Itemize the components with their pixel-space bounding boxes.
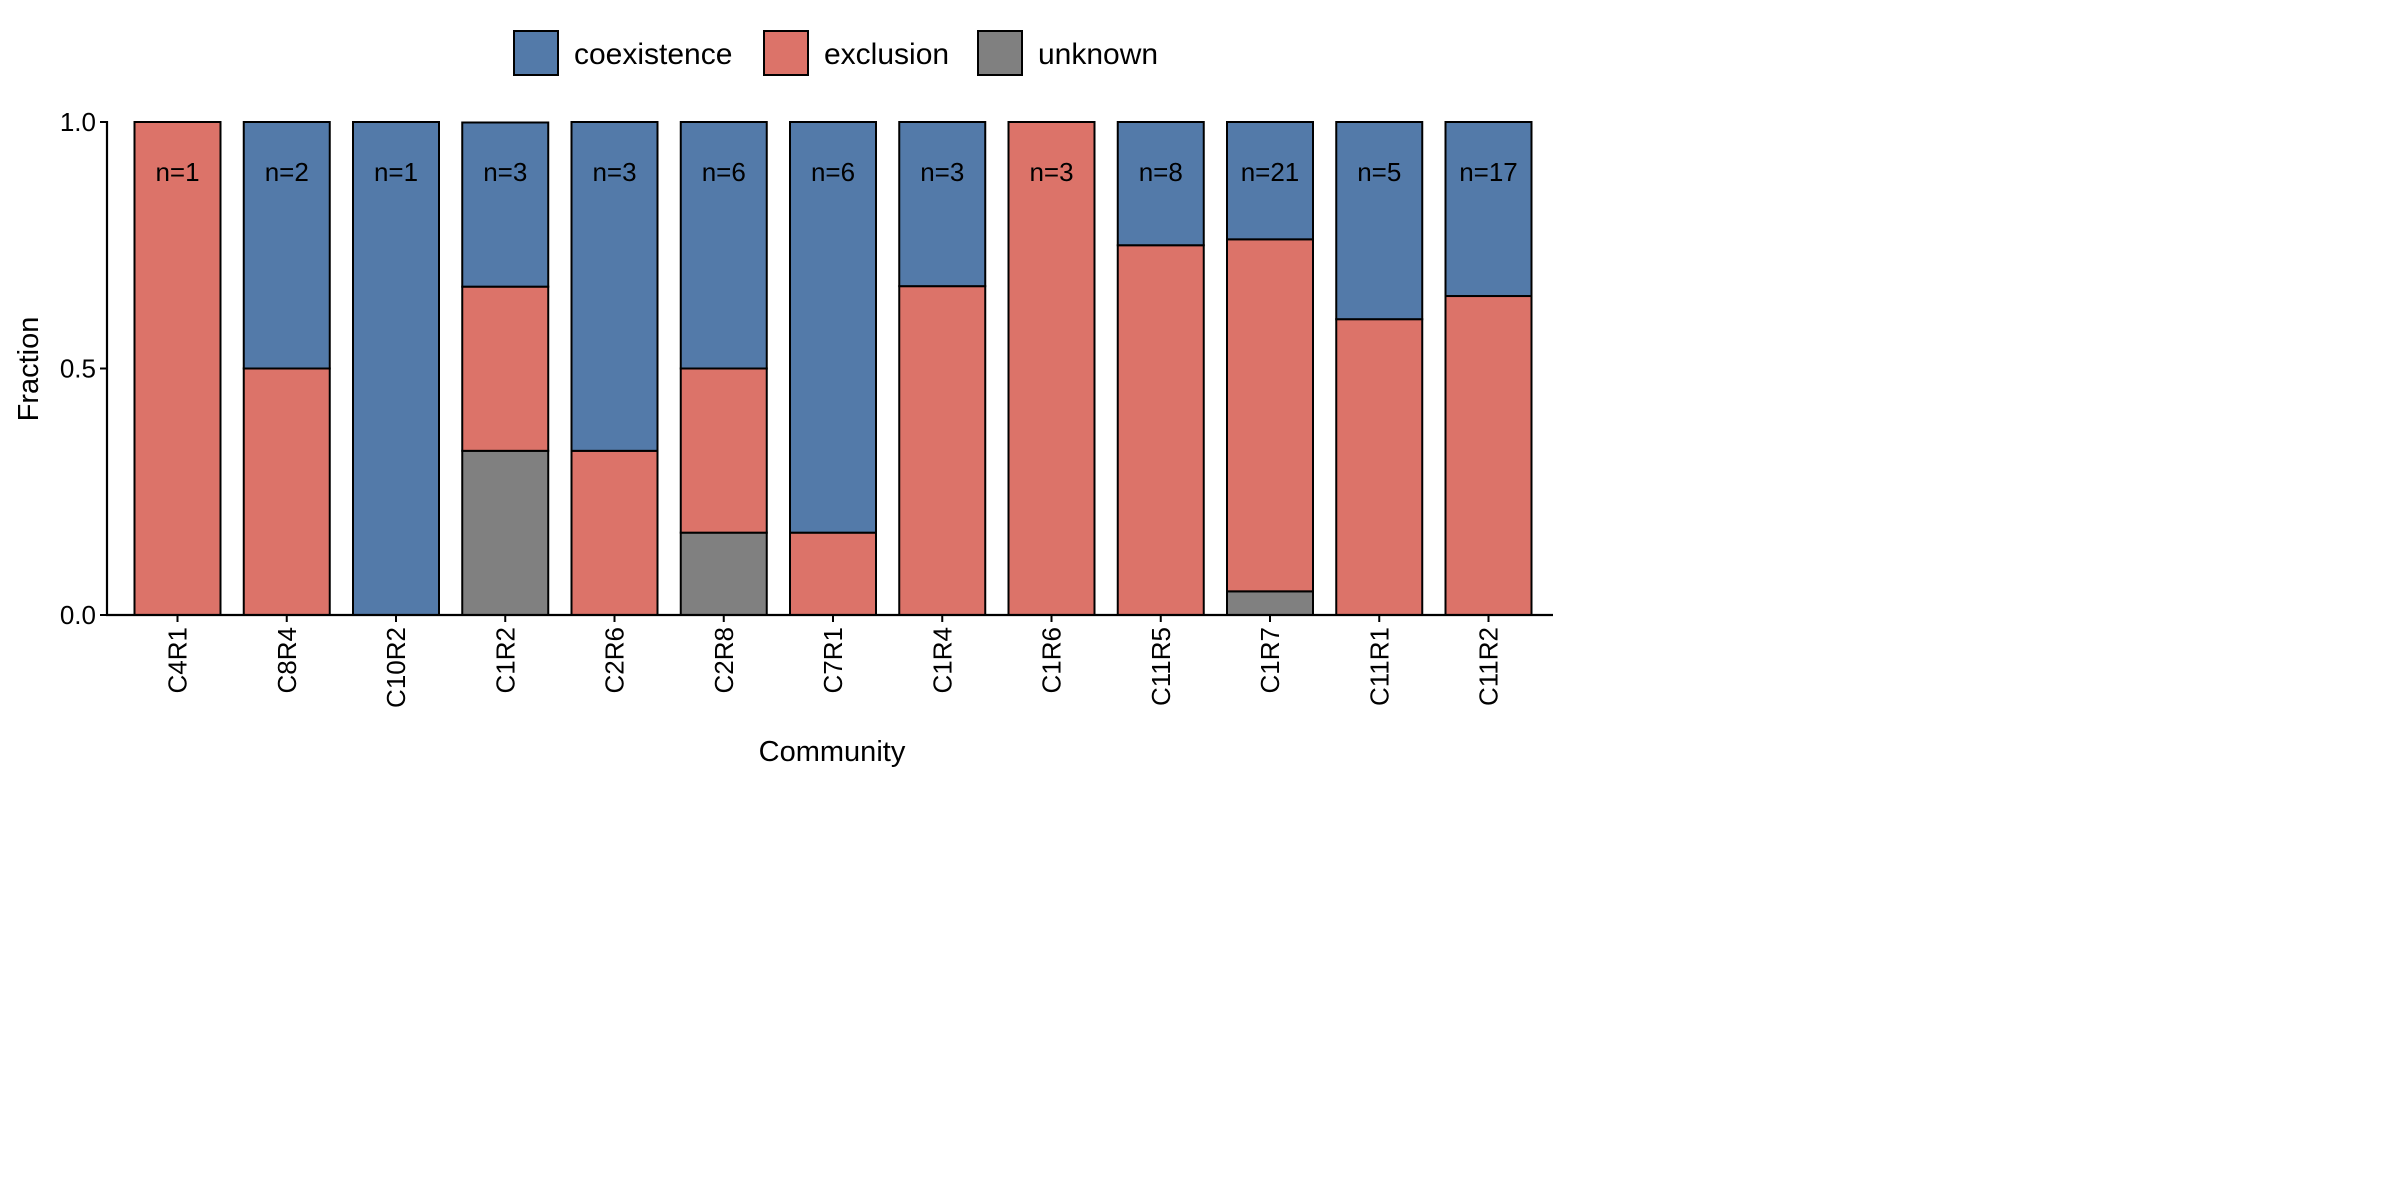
y-tick-label: 1.0 [60,107,96,137]
n-labels: n=1 n=2 n=1 n=3 n=3 n=6 n=6 n=3 n=3 n=8 n=21 n=5 n=1… [155,157,1517,187]
n-label: n=3 [1029,157,1073,187]
bar-segment-unknown [461,449,550,616]
legend-label-exclusion: exclusion [824,38,949,71]
n-label: n=1 [155,157,199,187]
n-label: n=3 [920,157,964,187]
x-tick-label: C1R6 [1037,627,1067,693]
x-axis-title: Community [759,736,906,768]
x-axis: C4R1 C8R4 C10R2 C1R2 C2R6 C2R8 C7R1 C1R4 C1R6 C11… [106,613,1553,708]
bar-segment-exclusion [242,367,331,616]
bar-segment-coexistence [898,121,987,288]
bar-segment-coexistence [1226,121,1314,241]
n-label: n=6 [702,157,746,187]
y-axis-title: Fraction [13,317,45,422]
legend-swatch-coexistence [513,30,559,76]
x-tick-label: C11R1 [1364,627,1394,706]
x-tick-label: C1R7 [1255,627,1285,693]
x-tick-label: C11R2 [1474,627,1504,706]
bar-segment-exclusion [570,449,659,616]
y-tick-label: 0.0 [60,600,96,630]
x-tick-label: C10R2 [381,627,411,708]
n-label: n=1 [374,157,418,187]
n-label: n=21 [1241,157,1300,187]
x-tick-label: C2R8 [709,627,739,693]
x-tick-label: C7R1 [818,627,848,693]
x-tick-label: C4R1 [163,627,193,693]
bars [133,121,1533,617]
bar-segment-exclusion [679,367,768,534]
bar-segment-exclusion [461,285,550,452]
bar-segment-unknown [679,531,768,617]
bar-segment-coexistence [679,121,768,370]
x-tick-label: C1R4 [927,627,957,693]
n-label: n=17 [1459,157,1518,187]
legend-swatch-unknown [977,30,1023,76]
y-tick-label: 0.5 [60,354,96,384]
x-tick-label: C8R4 [272,627,302,693]
n-label: n=8 [1139,157,1183,187]
n-label: n=3 [483,157,527,187]
bar-segment-coexistence [1444,121,1533,298]
bar-segment-coexistence [352,121,440,616]
bar-segment-coexistence [461,121,550,288]
x-tick-label: C2R6 [600,627,630,693]
n-label: n=2 [265,157,309,187]
bar-segment-exclusion [1444,295,1533,616]
bar-segment-coexistence [789,121,877,534]
bar-segment-exclusion [1335,318,1424,616]
bar-segment-coexistence [570,121,659,452]
bar-segment-coexistence [242,121,331,370]
bar-segment-exclusion [898,285,987,616]
bar-segment-exclusion [1226,238,1314,593]
x-tick-label: C11R5 [1146,627,1176,706]
legend-label-unknown: unknown [1038,38,1158,71]
legend-swatch-exclusion [763,30,809,76]
x-tick-label: C1R2 [490,627,520,693]
bar-segment-exclusion [1116,244,1205,616]
n-label: n=5 [1357,157,1401,187]
bar-segment-exclusion [1007,121,1096,616]
bar-segment-coexistence [1116,121,1205,247]
bar-segment-exclusion [133,121,222,616]
bar-segment-exclusion [789,531,877,617]
legend: coexistence exclusion unknown [513,30,1158,76]
legend-label-coexistence: coexistence [574,38,732,71]
bar-segment-unknown [1226,590,1314,616]
y-axis: 0.0 0.5 1.0 [60,107,109,630]
bar-segment-coexistence [1335,121,1424,321]
n-label: n=3 [592,157,636,187]
stacked-bar-chart: coexistence exclusion unknown n=1 n=2 n=1 n=3… [13,30,1553,768]
n-label: n=6 [811,157,855,187]
